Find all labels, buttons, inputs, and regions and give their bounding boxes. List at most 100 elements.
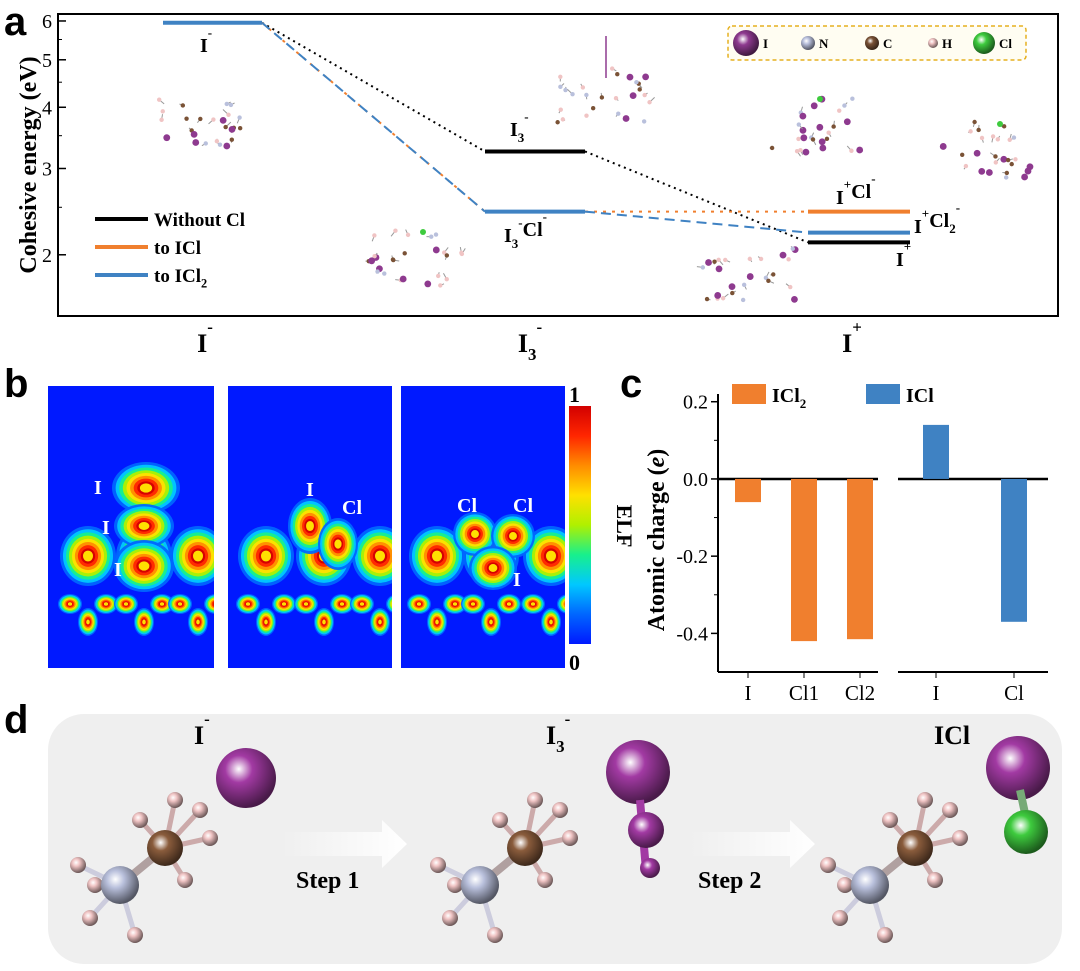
- bar-icl2-cl2: [847, 478, 873, 640]
- step-2-arrow-icon: [690, 820, 815, 868]
- elf-contour: [114, 504, 174, 548]
- elf-contour: [204, 594, 214, 614]
- category-label: I3-: [518, 318, 542, 364]
- elf-contour: [168, 594, 192, 614]
- elf-contour: [112, 462, 180, 514]
- elf-map-canvas: I Cl: [228, 386, 392, 668]
- atom-legend-label: H: [942, 36, 952, 51]
- elf-atom-label: Cl: [342, 497, 362, 519]
- molecule-cluster-icon: [769, 95, 864, 157]
- atom-legend-cl-icon: [973, 32, 995, 54]
- elf-contour: [386, 595, 392, 613]
- i3-atom-1-icon: [606, 740, 670, 804]
- elf-colorbar: 1 0 ELF: [569, 386, 635, 675]
- y-tick-label: 4: [42, 97, 52, 119]
- elf-map-icl2: Cl Cl I: [401, 386, 565, 668]
- elf-contour: [491, 514, 535, 558]
- panel-label-b: b: [4, 362, 29, 406]
- elf-contour: [407, 594, 431, 614]
- panel-label-a: a: [4, 0, 27, 44]
- i3-atom-2-icon: [628, 812, 664, 848]
- level-label: I3-: [510, 109, 529, 145]
- elf-contour: [272, 594, 296, 614]
- bar-icl-i: [923, 424, 949, 479]
- elf-atom-label: I: [114, 559, 122, 581]
- step-2-label: Step 2: [698, 868, 761, 894]
- reaction-scheme: Step 1 Step 2 I- I3- ICl: [48, 710, 1062, 964]
- y-tick-label: 3: [42, 158, 52, 180]
- atom-legend-label: C: [883, 36, 892, 51]
- molecule-cluster-icon: [555, 66, 655, 125]
- series-line-to-icl2: [261, 21, 809, 234]
- series-line-to-icl: [261, 21, 808, 213]
- elf-contour: [521, 594, 545, 614]
- y-tick-label: 6: [42, 11, 52, 33]
- elf-contour: [469, 546, 517, 590]
- y-tick-label: -0.4: [676, 623, 708, 645]
- elf-contour: [330, 594, 354, 614]
- legend-label: ICl2: [772, 385, 806, 411]
- methylamine-3-icon: [820, 792, 968, 943]
- elf-contour: [557, 594, 565, 614]
- y-axis-label: Atomic charge (e): [644, 449, 670, 632]
- plot-frame: [57, 13, 1059, 317]
- legend-swatch: [866, 384, 900, 404]
- panel-label-c: c: [620, 362, 643, 406]
- category-label: I-: [197, 318, 213, 359]
- y-tick-label: 2: [42, 245, 52, 267]
- atom-legend-label: Cl: [999, 36, 1012, 51]
- x-tick-label: Cl1: [789, 681, 819, 705]
- elf-atom-label: Cl: [513, 495, 533, 517]
- elf-atom-label: I: [102, 517, 110, 539]
- colorbar-title: ELF: [612, 505, 635, 548]
- elf-contour: [427, 608, 447, 636]
- species-label: I-: [194, 710, 210, 751]
- atom-legend-label: N: [819, 36, 829, 51]
- elf-contour: [453, 512, 497, 556]
- elf-contour: [236, 594, 260, 614]
- elf-contour: [60, 526, 116, 586]
- elf-contour: [443, 594, 467, 614]
- elf-contour: [114, 540, 174, 592]
- species-label: ICl: [934, 721, 970, 750]
- x-tick-label: Cl: [1004, 681, 1024, 705]
- atom-legend-c-icon: [865, 36, 879, 50]
- molecule-cluster-icon: [365, 228, 466, 288]
- elf-map-icl: I Cl: [228, 386, 392, 668]
- molecule-cluster-icon: [157, 97, 243, 150]
- y-tick-label: 5: [42, 50, 52, 72]
- molecule-cluster-icon: [939, 119, 1034, 181]
- y-axis-label: Cohesive energy (eV): [16, 56, 42, 273]
- legend-label: to ICl: [154, 238, 201, 259]
- elf-contour: [294, 594, 318, 614]
- level-label: I+: [896, 239, 911, 271]
- species-label: I3-: [546, 710, 570, 756]
- elf-map-canvas: Cl Cl I: [401, 386, 565, 668]
- legend-swatch: [732, 384, 766, 404]
- elf-atom-label: I: [94, 477, 102, 499]
- y-tick-label: -0.2: [676, 546, 708, 568]
- x-tick-label: I: [933, 681, 940, 705]
- elf-contour: [94, 594, 118, 614]
- elf-contour: [256, 608, 276, 636]
- x-tick-label: I: [745, 681, 752, 705]
- elf-contour: [352, 526, 392, 586]
- elf-atom-label: Cl: [457, 495, 477, 517]
- level-label: I3-Cl-: [504, 209, 547, 251]
- elf-contour: [461, 594, 485, 614]
- category-label: I+: [842, 318, 862, 359]
- elf-contour: [541, 608, 561, 636]
- methylamine-1-icon: [70, 792, 218, 943]
- series-line-without-cl: [261, 21, 809, 244]
- methylamine-2-icon: [430, 792, 578, 943]
- legend-label: ICl: [906, 385, 934, 407]
- level-label: I-: [200, 25, 212, 57]
- elf-contour: [409, 526, 465, 586]
- level-label: I+Cl2-: [914, 200, 960, 238]
- colorbar-gradient: [569, 406, 591, 644]
- elf-contour: [78, 608, 98, 636]
- elf-atom-label: I: [306, 479, 314, 501]
- bar-icl2-i: [735, 478, 761, 503]
